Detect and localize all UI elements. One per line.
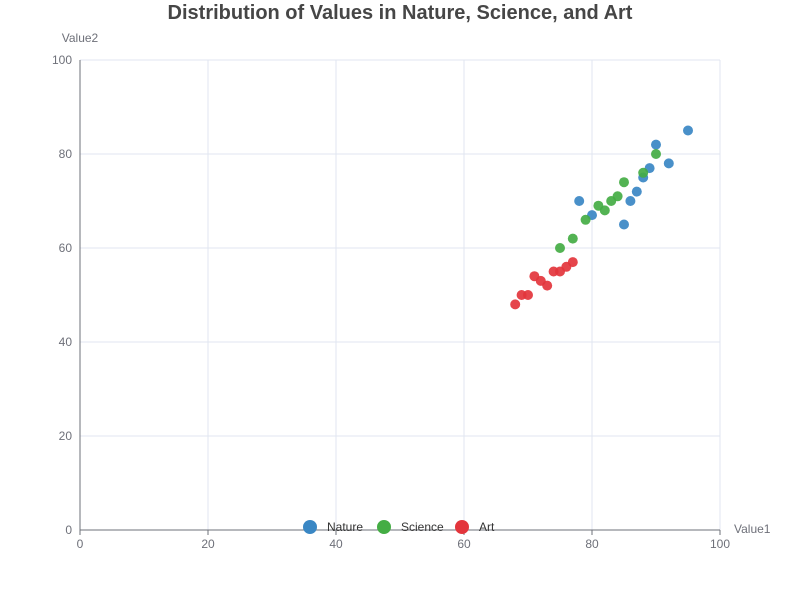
grid [80,59,721,530]
x-tick-label: 40 [329,537,343,551]
x-axis-label: Value1 [734,522,771,536]
legend-item-nature[interactable]: Nature [303,520,363,534]
legend-marker-nature [303,520,317,534]
legend-label-nature: Nature [327,520,363,534]
legend-item-art[interactable]: Art [455,520,495,534]
x-tick-label: 60 [457,537,471,551]
nature-point [574,196,585,206]
nature-point [619,219,629,230]
y-tick-label: 40 [59,335,73,349]
nature-point [683,125,693,136]
x-tick-label: 0 [77,537,84,551]
y-tick-label: 80 [59,147,73,161]
legend-marker-science [377,520,391,534]
art-point [542,280,553,291]
nature-point [625,196,636,206]
legend-marker-art [455,520,469,534]
y-tick-label: 60 [59,241,73,255]
y-tick-label: 100 [52,53,72,67]
art-point [510,299,521,310]
art-point [567,257,578,268]
nature-point [651,139,661,150]
science-point [619,177,629,188]
x-tick-label: 80 [585,537,599,551]
y-tick-label: 20 [59,429,73,443]
science-point [555,243,565,253]
science-point [567,233,578,244]
x-tick-label: 20 [201,537,215,551]
axes: 0 20 40 60 80 100 0 20 40 60 80 100 [52,53,730,551]
nature-point [631,186,642,197]
art-point [523,290,533,300]
science-point [580,214,591,225]
science-point [638,167,649,178]
data-points [510,125,693,310]
chart-title: Distribution of Values in Nature, Scienc… [168,2,633,24]
y-axis-label: Value2 [62,31,99,45]
nature-point [663,158,674,169]
science-point [651,149,661,159]
science-point [599,205,610,216]
science-point [612,191,623,202]
legend-item-science[interactable]: Science [377,520,444,534]
legend-label-art: Art [479,520,495,534]
legend-label-science: Science [401,520,444,534]
x-tick-label: 100 [710,537,730,551]
legend[interactable]: Nature Science Art [303,520,495,534]
y-tick-label: 0 [65,523,72,537]
